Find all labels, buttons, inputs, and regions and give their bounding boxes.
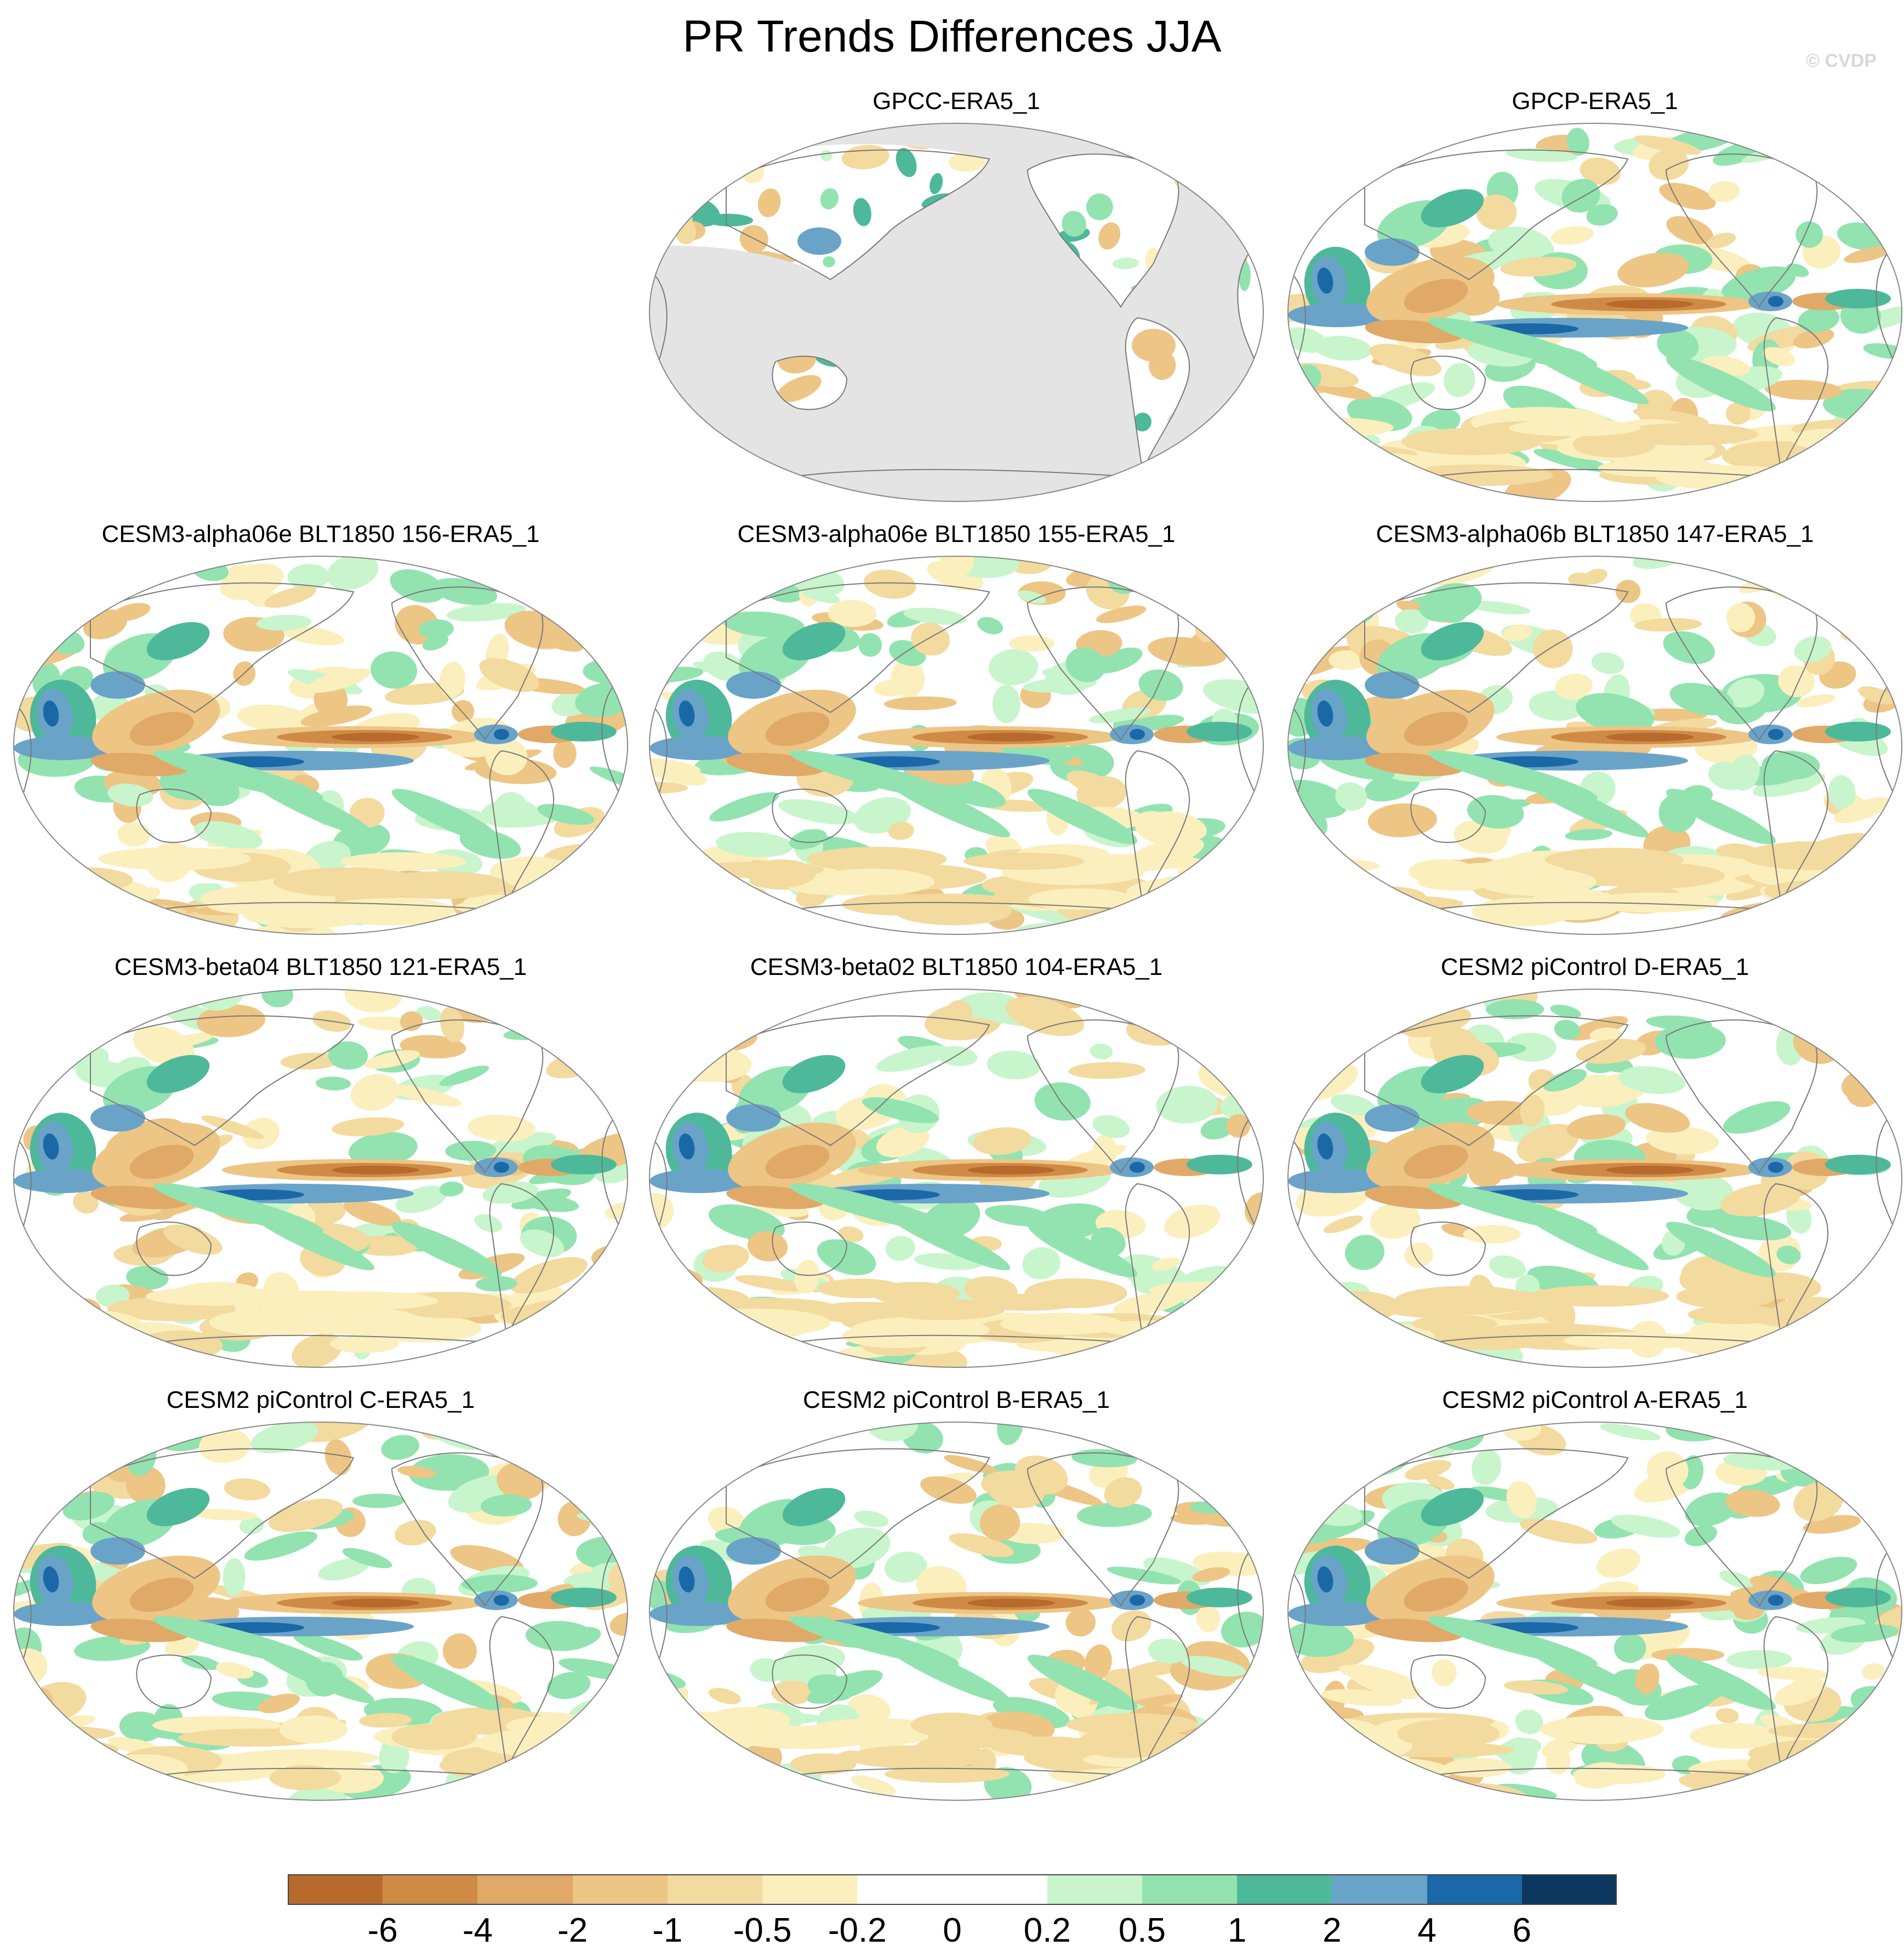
main-title: PR Trends Differences JJA <box>682 12 1222 61</box>
robinson-map <box>649 989 1264 1368</box>
robinson-map <box>1287 123 1902 502</box>
map-panel: CESM2 piControl D-ERA5_1 <box>1282 951 1904 1373</box>
colorbar-tick-label: 0.2 <box>1023 1912 1071 1949</box>
colorbar-tick-label: -4 <box>462 1912 493 1949</box>
colorbar-tick-label: 2 <box>1322 1912 1342 1949</box>
colorbar-tick-label: 0 <box>943 1912 962 1949</box>
credit-label: © CVDP <box>1806 50 1877 71</box>
panel-title: CESM3-alpha06e BLT1850 155-ERA5_1 <box>737 521 1176 547</box>
colorbar-frame <box>288 1874 1617 1905</box>
robinson-map <box>649 556 1264 935</box>
map-panel: CESM2 piControl C-ERA5_1 <box>8 1384 633 1806</box>
panel-title: GPCC-ERA5_1 <box>873 88 1040 115</box>
panel-title: CESM2 piControl C-ERA5_1 <box>166 1387 475 1413</box>
panel-title: CESM3-alpha06b BLT1850 147-ERA5_1 <box>1376 521 1814 547</box>
colorbar-swatch <box>857 1874 953 1905</box>
map-panel: CESM2 piControl B-ERA5_1 <box>644 1384 1269 1806</box>
colorbar-swatch <box>1237 1874 1332 1905</box>
colorbar-tick-label: -1 <box>652 1912 683 1949</box>
panel-title: CESM3-alpha06e BLT1850 156-ERA5_1 <box>101 521 540 547</box>
colorbar-swatch <box>477 1874 573 1905</box>
panel-title: CESM2 piControl A-ERA5_1 <box>1442 1387 1748 1413</box>
colorbar: -6 -4 -2 -1 -0.5 -0.2 0 0.2 0.5 1 2 4 6 <box>288 1874 1617 1951</box>
robinson-map <box>13 1422 628 1801</box>
colorbar-tick-label: 4 <box>1417 1912 1436 1949</box>
colorbar-tick-label: -2 <box>557 1912 588 1949</box>
colorbar-tick-label: 0.5 <box>1118 1912 1166 1949</box>
map-panel: CESM3-alpha06e BLT1850 156-ERA5_1 <box>8 518 633 940</box>
map-panel: CESM3-beta04 BLT1850 121-ERA5_1 <box>8 951 633 1373</box>
panel-title: CESM3-beta02 BLT1850 104-ERA5_1 <box>750 954 1163 980</box>
colorbar-swatch <box>1427 1874 1523 1905</box>
map-panel: CESM3-alpha06b BLT1850 147-ERA5_1 <box>1282 518 1904 940</box>
panel-title: CESM2 piControl B-ERA5_1 <box>802 1387 1110 1413</box>
robinson-map <box>1287 1422 1902 1801</box>
colorbar-tick-label: 1 <box>1227 1912 1247 1949</box>
map-panel: GPCP-ERA5_1 <box>1282 85 1904 507</box>
robinson-map <box>649 1422 1264 1801</box>
colorbar-swatch <box>572 1874 668 1905</box>
colorbar-tick-label: -0.5 <box>733 1912 792 1949</box>
panel-title: GPCP-ERA5_1 <box>1512 88 1678 115</box>
colorbar-swatch <box>288 1874 383 1905</box>
colorbar-swatch <box>1047 1874 1143 1905</box>
map-panel: CESM2 piControl A-ERA5_1 <box>1282 1384 1904 1806</box>
colorbar-swatch <box>762 1874 858 1905</box>
colorbar-tick-label: -6 <box>367 1912 398 1949</box>
map-panel: GPCC-ERA5_1 <box>644 85 1269 507</box>
panel-title: CESM2 piControl D-ERA5_1 <box>1440 954 1749 980</box>
robinson-map <box>649 123 1264 502</box>
robinson-map <box>1287 556 1902 935</box>
colorbar-swatch <box>952 1874 1048 1905</box>
colorbar-swatch <box>667 1874 763 1905</box>
map-panel: CESM3-alpha06e BLT1850 155-ERA5_1 <box>644 518 1269 940</box>
colorbar-swatch <box>383 1874 478 1905</box>
robinson-map <box>1287 989 1902 1368</box>
colorbar-swatch <box>1332 1874 1428 1905</box>
map-panel: CESM3-beta02 BLT1850 104-ERA5_1 <box>644 951 1269 1373</box>
robinson-map <box>13 989 628 1368</box>
robinson-map <box>13 556 628 935</box>
colorbar-tick-label: 6 <box>1512 1912 1532 1949</box>
colorbar-tick-label: -0.2 <box>828 1912 887 1949</box>
colorbar-swatch <box>1521 1874 1617 1905</box>
colorbar-swatch <box>1142 1874 1238 1905</box>
panel-title: CESM3-beta04 BLT1850 121-ERA5_1 <box>114 954 527 980</box>
